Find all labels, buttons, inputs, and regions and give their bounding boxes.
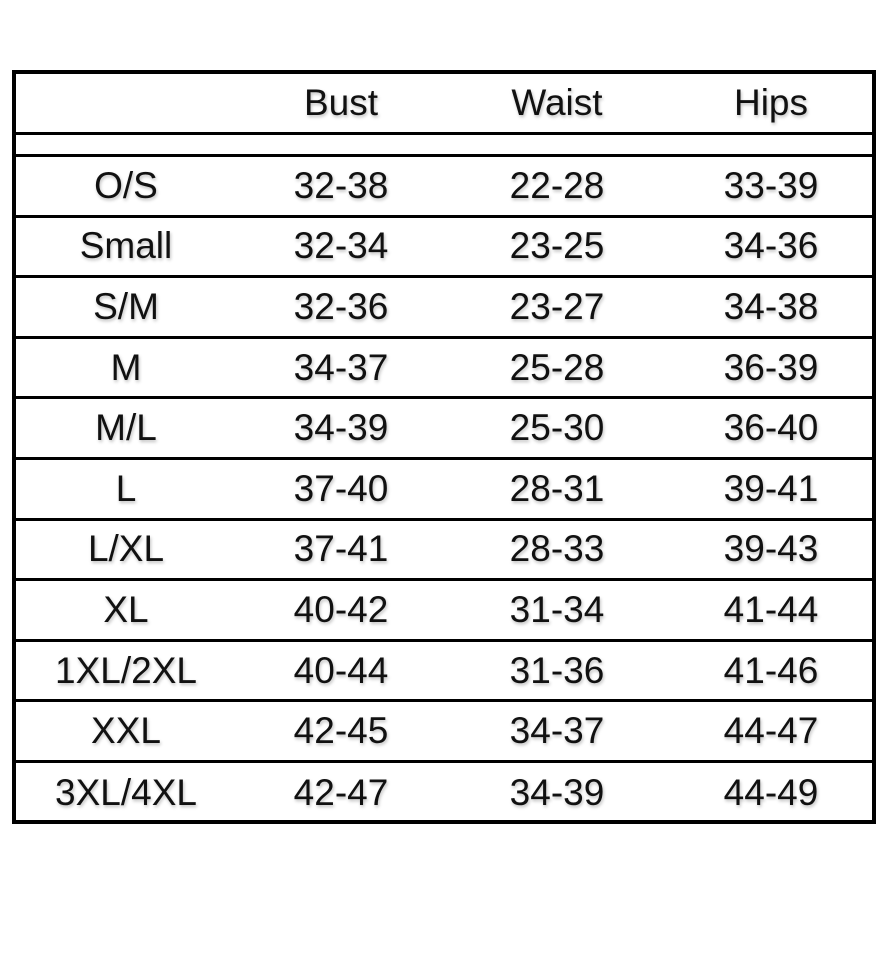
hips-cell: 34-36 (723, 225, 819, 267)
size-cell: O/S (94, 164, 158, 206)
hips-cell: 41-46 (723, 649, 819, 691)
table-row: L 37-40 28-31 39-41 (16, 460, 872, 521)
header-hips: Hips (733, 82, 809, 123)
table-row: M/L 34-39 25-30 36-40 (16, 399, 872, 460)
size-cell: XXL (91, 710, 161, 752)
size-cell: 3XL/4XL (55, 772, 197, 814)
table-row: L/XL 37-41 28-33 39-43 (16, 521, 872, 582)
hips-cell: 41-44 (723, 588, 819, 630)
waist-cell: 31-36 (509, 649, 605, 691)
waist-cell: 25-30 (509, 407, 605, 449)
size-cell: S/M (93, 285, 159, 327)
waist-cell: 25-28 (509, 346, 605, 388)
hips-cell: 39-43 (723, 528, 819, 570)
hips-cell: 36-39 (723, 346, 819, 388)
table-row: Small 32-34 23-25 34-36 (16, 218, 872, 279)
size-cell: M/L (95, 407, 157, 449)
waist-cell: 22-28 (509, 164, 605, 206)
header-waist: Waist (511, 82, 603, 123)
bust-cell: 40-42 (293, 588, 389, 630)
bust-cell: 32-36 (293, 285, 389, 327)
table-row: XL 40-42 31-34 41-44 (16, 581, 872, 642)
size-cell: XL (103, 588, 149, 630)
bust-cell: 37-41 (293, 528, 389, 570)
spacer-row (16, 135, 872, 157)
table-row: 3XL/4XL 42-47 34-39 44-49 (16, 763, 872, 824)
size-cell: Small (79, 225, 173, 267)
hips-cell: 44-47 (723, 710, 819, 752)
header-size (46, 74, 206, 132)
hips-cell: 39-41 (723, 467, 819, 509)
hips-cell: 44-49 (723, 772, 819, 814)
waist-cell: 34-37 (509, 710, 605, 752)
bust-cell: 32-38 (293, 164, 389, 206)
bust-cell: 42-45 (293, 710, 389, 752)
size-cell: 1XL/2XL (55, 649, 197, 691)
size-cell: M (110, 346, 142, 388)
hips-cell: 36-40 (723, 407, 819, 449)
table-row: M 34-37 25-28 36-39 (16, 339, 872, 400)
bust-cell: 34-39 (293, 407, 389, 449)
size-chart-table: Bust Waist Hips O/S 32-38 22-28 33-39 Small 3… (12, 70, 876, 824)
header-row: Bust Waist Hips (16, 74, 872, 135)
table-row: O/S 32-38 22-28 33-39 (16, 157, 872, 218)
table-row: S/M 32-36 23-27 34-38 (16, 278, 872, 339)
waist-cell: 31-34 (509, 588, 605, 630)
waist-cell: 23-27 (509, 285, 605, 327)
bust-cell: 32-34 (293, 225, 389, 267)
bust-cell: 42-47 (293, 772, 389, 814)
size-cell: L (115, 467, 137, 509)
table-row: 1XL/2XL 40-44 31-36 41-46 (16, 642, 872, 703)
hips-cell: 34-38 (723, 285, 819, 327)
bust-cell: 34-37 (293, 346, 389, 388)
bust-cell: 40-44 (293, 649, 389, 691)
hips-cell: 33-39 (723, 164, 819, 206)
waist-cell: 28-31 (509, 467, 605, 509)
waist-cell: 34-39 (509, 772, 605, 814)
bust-cell: 37-40 (293, 467, 389, 509)
waist-cell: 28-33 (509, 528, 605, 570)
size-cell: L/XL (87, 528, 165, 570)
waist-cell: 23-25 (509, 225, 605, 267)
table-row: XXL 42-45 34-37 44-47 (16, 702, 872, 763)
header-bust: Bust (303, 82, 379, 123)
